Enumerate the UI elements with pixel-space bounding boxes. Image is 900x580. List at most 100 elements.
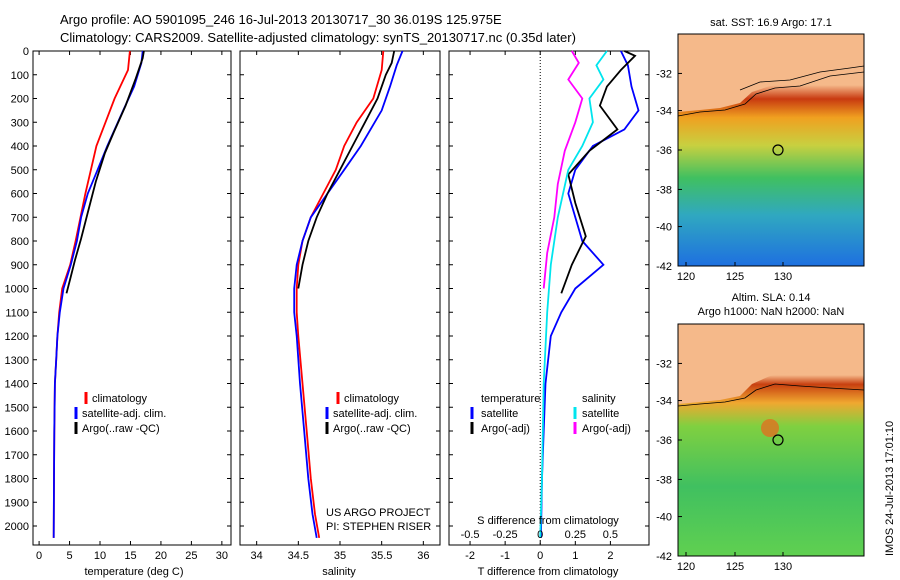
salinity-legend: climatology satellite-adj. clim. Argo(..… [325, 392, 417, 435]
sst-map-contour-2 [739, 65, 865, 91]
legend-satellite-label: satellite-adj. clim. [333, 408, 417, 420]
x-tick-label: 0 [537, 550, 543, 562]
temperature-plot: 0 5 10 15 20 25 30 [36, 50, 228, 562]
x-tick-label: 15 [124, 550, 136, 562]
depth-tick-label: 0 [23, 46, 29, 58]
depth-tick-label: 200 [11, 94, 29, 106]
series-argo-raw-qc- [297, 50, 396, 289]
depth-tick-label: 2000 [5, 521, 29, 533]
legend-argo-label: Argo(..raw -QC) [333, 423, 411, 435]
map-y-tick-label: -38 [656, 184, 672, 196]
sla-map-contour [677, 383, 865, 407]
depth-tick-label: 1500 [5, 402, 29, 414]
legend-satellite-label: satellite-adj. clim. [82, 408, 166, 420]
depth-tick-label: 600 [11, 189, 29, 201]
depth-tick-label: 1400 [5, 379, 29, 391]
x-tick-label: -1 [500, 550, 510, 562]
map-y-tick-label: -32 [656, 68, 672, 80]
sla-map-title-1: Altim. SLA: 0.14 [732, 292, 811, 304]
salinity-plot: 34 34.5 35 35.5 36 [251, 50, 429, 562]
series-temperature-argo-adj- [560, 50, 637, 294]
x-tick-label: 35.5 [371, 550, 392, 562]
header-line-1: Argo profile: AO 5901095_246 16-Jul-2013… [60, 12, 502, 27]
map-axes: 120 125 130 -32 -34 -36 -38 -40 -42 120 125 130 -32 -… [656, 68, 792, 573]
depth-tick-label: 1300 [5, 355, 29, 367]
map-y-tick-label: -34 [656, 396, 672, 408]
map-x-tick-label: 120 [677, 561, 695, 573]
temperature-axis-label: temperature (deg C) [84, 566, 183, 578]
s-difference-axis-label: S difference from climatology [477, 515, 619, 527]
depth-tick-label: 1200 [5, 331, 29, 343]
x-tick-label: 34.5 [288, 550, 309, 562]
sla-anomaly-hotspot [761, 419, 779, 437]
x-tick-label: 0 [36, 550, 42, 562]
map-y-tick-label: -36 [656, 435, 672, 447]
map-y-tick-label: -32 [656, 358, 672, 370]
s-diff-tick-label: 0 [537, 529, 543, 541]
depth-tick-label: 1000 [5, 284, 29, 296]
header-line-2: Climatology: CARS2009. Satellite-adjuste… [60, 30, 576, 45]
s-diff-tick-label: -0.5 [461, 529, 480, 541]
x-tick-label: 34 [251, 550, 263, 562]
x-tick-label: 2 [607, 550, 613, 562]
series-climatology [295, 50, 385, 539]
credit-line-2: PI: STEPHEN RISER [326, 521, 431, 533]
sst-map [677, 33, 865, 267]
legend-temp-satellite-label: satellite [481, 408, 518, 420]
x-tick-label: -2 [465, 550, 475, 562]
map-y-tick-label: -42 [656, 261, 672, 273]
legend-salinity-title: salinity [582, 393, 616, 405]
salinity-axis-label: salinity [322, 566, 356, 578]
legend-temperature-title: temperature [481, 393, 540, 405]
depth-tick-label: 500 [11, 165, 29, 177]
depth-tick-label: 100 [11, 70, 29, 82]
series-argo-raw-qc- [65, 50, 145, 294]
map-x-tick-label: 120 [677, 271, 695, 283]
x-tick-label: 1 [572, 550, 578, 562]
temperature-panel-frame [32, 50, 232, 546]
series-satellite-adj-clim- [293, 50, 404, 539]
difference-plot: -2 -1 0 1 2 [465, 50, 640, 562]
depth-tick-label: 1700 [5, 450, 29, 462]
legend-argo-label: Argo(..raw -QC) [82, 423, 160, 435]
map-y-tick-label: -40 [656, 512, 672, 524]
legend-climatology-label: climatology [92, 393, 148, 405]
x-tick-label: 30 [216, 550, 228, 562]
sst-map-title: sat. SST: 16.9 Argo: 17.1 [710, 17, 832, 29]
depth-tick-label: 700 [11, 212, 29, 224]
map-y-tick-label: -42 [656, 551, 672, 563]
depth-tick-label: 900 [11, 260, 29, 272]
map-x-tick-label: 130 [774, 561, 792, 573]
imos-stamp: IMOS 24-Jul-2013 17:01:10 [884, 421, 896, 556]
legend-sal-satellite-label: satellite [582, 408, 619, 420]
depth-tick-label: 400 [11, 141, 29, 153]
map-x-tick-label: 125 [726, 561, 744, 573]
sla-map-coastline [678, 324, 864, 404]
map-y-tick-label: -38 [656, 474, 672, 486]
s-difference-tick-labels: -0.5 -0.25 0 0.25 0.5 [461, 529, 618, 541]
depth-axis: 0 100 200 300 400 500 600 700 800 900 1000 1100 1200… [5, 46, 649, 533]
map-y-tick-label: -36 [656, 145, 672, 157]
depth-tick-label: 800 [11, 236, 29, 248]
depth-tick-label: 1600 [5, 426, 29, 438]
map-x-tick-label: 130 [774, 271, 792, 283]
credit-line-1: US ARGO PROJECT [326, 507, 431, 519]
x-tick-label: 5 [66, 550, 72, 562]
t-difference-axis-label: T difference from climatology [478, 566, 619, 578]
difference-panel-frame [448, 50, 650, 546]
map-y-tick-label: -40 [656, 222, 672, 234]
series-temperature-satellite [540, 50, 640, 538]
x-tick-label: 25 [185, 550, 197, 562]
temperature-legend: climatology satellite-adj. clim. Argo(..… [74, 392, 166, 435]
difference-legend: temperature salinity satellite Argo(-adj… [470, 393, 631, 435]
map-x-tick-label: 125 [726, 271, 744, 283]
sla-map-title-2: Argo h1000: NaN h2000: NaN [698, 306, 845, 318]
s-diff-tick-label: -0.25 [493, 529, 518, 541]
salinity-panel-frame [239, 50, 441, 546]
sst-map-contour-1 [677, 71, 865, 117]
depth-tick-label: 1900 [5, 497, 29, 509]
map-y-tick-label: -34 [656, 106, 672, 118]
legend-sal-argo-label: Argo(-adj) [582, 423, 631, 435]
series-salinity-argo-adj- [542, 50, 584, 289]
